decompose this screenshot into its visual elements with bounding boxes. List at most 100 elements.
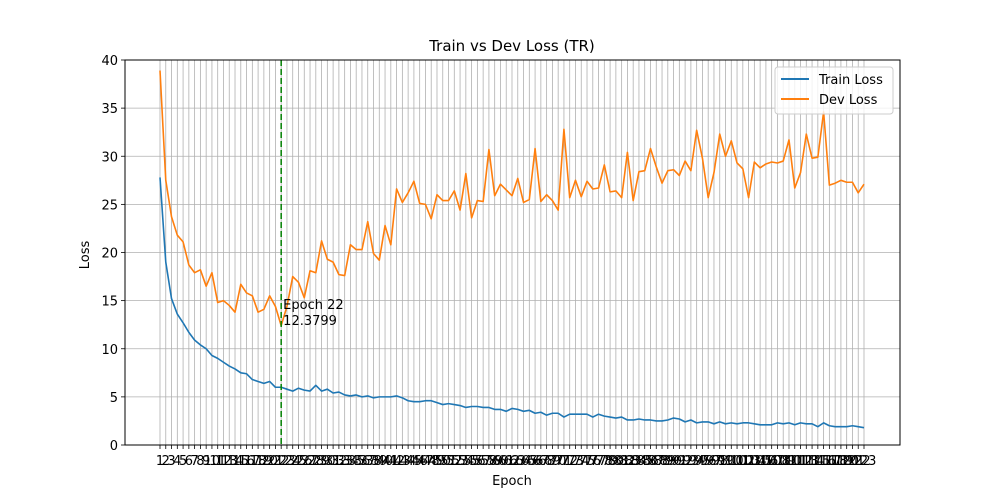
x-tick-label: 4 [173,454,181,469]
x-tick-label: 77 [590,454,607,469]
legend-label-train: Train Loss [818,73,883,88]
x-tick-label: 93 [683,454,700,469]
x-tick-label: 11 [209,454,226,469]
x-tick-label: 78 [596,454,613,469]
x-tick-label: 99 [717,454,734,469]
x-tick-label: 43 [394,454,411,469]
x-tick-label: 121 [840,454,865,469]
x-tick-label: 32 [331,454,348,469]
y-tick-label: 20 [101,247,118,262]
x-tick-label: 38 [365,454,382,469]
x-tick-label: 44 [400,454,417,469]
x-tick-label: 113 [794,454,819,469]
x-tick-label: 37 [359,454,376,469]
x-tick-label: 116 [811,454,836,469]
x-tick-label: 39 [371,454,388,469]
x-tick-label: 29 [313,454,330,469]
axes: 1234567891011121314151617181920212223242… [101,54,876,469]
x-tick-label: 89 [660,454,677,469]
x-tick-label: 97 [706,454,723,469]
x-tick-label: 12 [215,454,232,469]
x-tick-label: 58 [481,454,498,469]
x-tick-label: 95 [694,454,711,469]
best-epoch-value: 12.3799 [283,314,337,329]
x-tick-label: 71 [556,454,573,469]
y-tick-label: 5 [110,391,118,406]
x-tick-label: 57 [475,454,492,469]
legend: Train Loss Dev Loss [774,66,894,115]
legend-label-dev: Dev Loss [819,93,878,108]
x-tick-label: 104 [742,454,767,469]
x-tick-label: 96 [700,454,717,469]
x-tick-label: 64 [515,454,532,469]
x-tick-label: 51 [440,454,457,469]
x-tick-label: 27 [302,454,319,469]
x-tick-label: 112 [788,454,813,469]
x-tick-label: 67 [533,454,550,469]
x-tick-label: 84 [631,454,648,469]
y-tick-label: 15 [101,295,118,310]
x-tick-label: 25 [290,454,307,469]
x-tick-label: 63 [509,454,526,469]
x-tick-label: 117 [817,454,842,469]
y-axis-label: Loss [78,241,93,270]
x-tick-label: 26 [296,454,313,469]
x-tick-label: 8 [196,454,204,469]
x-tick-label: 59 [486,454,503,469]
x-tick-label: 100 [719,454,744,469]
x-tick-label: 69 [544,454,561,469]
x-tick-label: 110 [777,454,802,469]
x-tick-label: 119 [829,454,854,469]
x-tick-label: 70 [550,454,567,469]
x-tick-label: 68 [538,454,555,469]
x-tick-label: 72 [561,454,578,469]
x-tick-label: 60 [492,454,509,469]
x-tick-label: 73 [567,454,584,469]
x-tick-label: 30 [319,454,336,469]
x-tick-label: 56 [469,454,486,469]
x-tick-label: 101 [725,454,750,469]
x-tick-label: 107 [759,454,784,469]
x-tick-label: 88 [654,454,671,469]
x-tick-label: 3 [167,454,175,469]
x-tick-label: 31 [325,454,342,469]
x-tick-label: 120 [834,454,859,469]
best-epoch-label: Epoch 22 [283,298,343,313]
x-tick-label: 87 [648,454,665,469]
x-tick-label: 98 [711,454,728,469]
x-tick-label: 5 [179,454,187,469]
x-tick-label: 28 [308,454,325,469]
x-tick-label: 13 [221,454,238,469]
y-tick-label: 30 [101,150,118,165]
x-tick-label: 114 [800,454,825,469]
x-tick-label: 15 [233,454,250,469]
x-tick-label: 86 [642,454,659,469]
x-tick-label: 122 [846,454,871,469]
x-tick-label: 14 [227,454,244,469]
x-tick-label: 34 [342,454,359,469]
x-tick-label: 123 [852,454,877,469]
x-tick-label: 81 [613,454,630,469]
x-tick-label: 33 [336,454,353,469]
x-tick-label: 103 [736,454,761,469]
x-tick-label: 47 [417,454,434,469]
x-tick-label: 92 [677,454,694,469]
y-tick-label: 35 [101,102,118,117]
x-tick-label: 45 [406,454,423,469]
x-tick-label: 50 [434,454,451,469]
x-tick-label: 53 [452,454,469,469]
y-tick-label: 0 [110,439,118,454]
x-tick-label: 2 [162,454,170,469]
x-tick-label: 118 [823,454,848,469]
x-tick-label: 21 [267,454,284,469]
x-tick-label: 17 [244,454,261,469]
x-tick-label: 19 [256,454,273,469]
x-tick-label: 85 [636,454,653,469]
x-tick-label: 82 [619,454,636,469]
y-tick-label: 25 [101,198,118,213]
dev-loss-line [159,70,865,327]
x-tick-label: 40 [377,454,394,469]
x-tick-label: 7 [190,454,198,469]
